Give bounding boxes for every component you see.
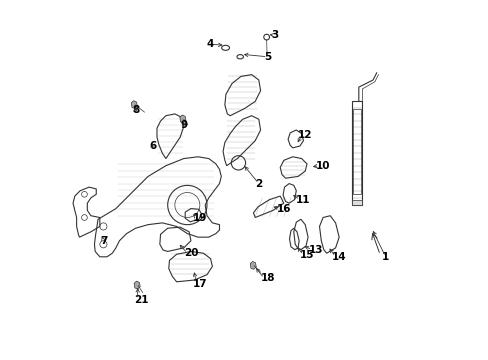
Text: 6: 6 [149, 141, 157, 151]
Text: 20: 20 [183, 248, 198, 258]
Text: 13: 13 [308, 245, 323, 255]
Text: 4: 4 [206, 39, 214, 49]
Text: 10: 10 [315, 161, 330, 171]
Text: 11: 11 [296, 195, 310, 204]
Polygon shape [131, 101, 137, 109]
Text: 9: 9 [180, 120, 187, 130]
Polygon shape [250, 261, 256, 269]
Text: 2: 2 [255, 179, 262, 189]
Polygon shape [134, 281, 140, 289]
Polygon shape [351, 200, 362, 205]
Polygon shape [180, 115, 185, 123]
Text: 14: 14 [331, 252, 346, 262]
Text: 8: 8 [132, 105, 139, 115]
Text: 19: 19 [192, 212, 206, 222]
Text: 7: 7 [100, 236, 107, 246]
Text: 17: 17 [192, 279, 207, 289]
Text: 12: 12 [298, 130, 312, 140]
Text: 21: 21 [134, 295, 148, 305]
Text: 1: 1 [381, 252, 388, 262]
Text: 3: 3 [271, 30, 278, 40]
Text: 16: 16 [276, 203, 290, 213]
Text: 15: 15 [299, 250, 314, 260]
Text: 5: 5 [264, 52, 271, 62]
Text: 18: 18 [260, 273, 275, 283]
